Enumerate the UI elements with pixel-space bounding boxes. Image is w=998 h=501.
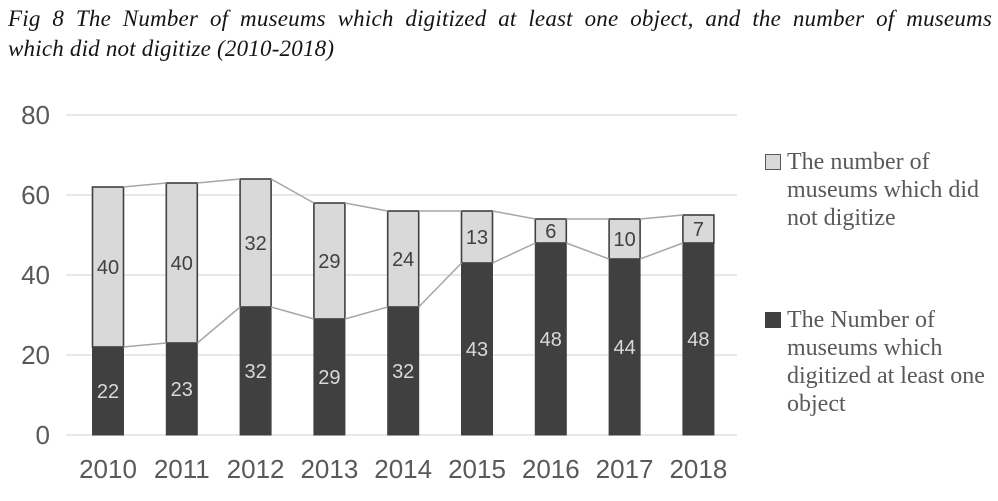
bar-2014-not-digitized	[386, 210, 420, 308]
bar-2014-digitized	[387, 306, 420, 436]
bar-label-digitized-2018: 48	[687, 329, 709, 351]
bar-2015-not-digitized	[460, 210, 494, 264]
bar-label-not-digitized-2014: 24	[392, 249, 414, 271]
x-tick-label-2015: 2015	[448, 454, 506, 484]
bar-2017-digitized	[608, 258, 641, 436]
x-tick-label-2014: 2014	[374, 454, 432, 484]
series-line-total	[640, 214, 683, 220]
x-tick-label-2013: 2013	[300, 454, 358, 484]
series-line-digitized	[418, 262, 463, 308]
series-line-total	[197, 178, 241, 184]
bar-2011-not-digitized	[165, 182, 199, 344]
bar-2013-not-digitized	[313, 202, 346, 320]
series-line-digitized	[344, 306, 388, 320]
bar-label-digitized-2016: 48	[540, 329, 562, 351]
bar-label-not-digitized-2017: 10	[613, 229, 635, 251]
bar-2010-not-digitized	[91, 186, 125, 348]
bar-2018-not-digitized	[682, 214, 715, 244]
bar-2013-digitized	[313, 318, 346, 436]
x-tick-label-2018: 2018	[669, 454, 727, 484]
x-tick-label-2012: 2012	[227, 454, 285, 484]
bar-2012-not-digitized	[239, 178, 272, 308]
bar-label-not-digitized-2010: 40	[97, 257, 119, 279]
series-line-digitized	[566, 242, 610, 260]
series-line-total	[123, 182, 167, 188]
figure-title: Fig 8 The Number of museums which digiti…	[8, 6, 992, 62]
bar-label-digitized-2011: 23	[171, 379, 193, 401]
bar-2015-digitized	[461, 262, 493, 436]
bar-2011-digitized	[165, 342, 198, 436]
bar-2016-not-digitized	[534, 218, 568, 244]
bar-label-digitized-2014: 32	[392, 361, 414, 383]
figure-title-line-1: Fig 8 The Number of museums which digiti…	[8, 6, 992, 31]
y-tick-label-0: 0	[36, 420, 50, 450]
bar-2012-digitized	[239, 306, 272, 436]
bar-label-not-digitized-2016: 6	[545, 221, 556, 243]
series-line-digitized	[492, 242, 536, 264]
bar-2010-digitized	[92, 346, 124, 436]
bar-label-not-digitized-2011: 40	[171, 253, 193, 275]
bar-label-digitized-2012: 32	[244, 361, 266, 383]
series-line-digitized	[196, 306, 241, 344]
series-line-digitized	[123, 342, 167, 348]
y-tick-label-20: 20	[21, 340, 50, 370]
x-tick-label-2017: 2017	[596, 454, 654, 484]
x-tick-label-2011: 2011	[154, 454, 210, 484]
bar-label-not-digitized-2013: 29	[318, 251, 340, 273]
series-line-total	[344, 202, 388, 212]
series-line-digitized	[270, 306, 315, 320]
bar-label-digitized-2015: 43	[466, 339, 488, 361]
x-tick-label-2010: 2010	[79, 454, 137, 484]
figure-title-line-2: which did not digitize (2010-2018)	[8, 36, 335, 61]
bar-label-digitized-2017: 44	[613, 337, 635, 359]
y-tick-label-80: 80	[21, 100, 50, 130]
bar-2018-digitized	[682, 242, 715, 436]
bar-label-digitized-2013: 29	[318, 367, 340, 389]
bar-label-not-digitized-2018: 7	[693, 219, 704, 241]
x-tick-label-2016: 2016	[522, 454, 580, 484]
bar-label-not-digitized-2015: 13	[466, 227, 488, 249]
y-tick-label-40: 40	[21, 260, 50, 290]
bar-2017-not-digitized	[608, 218, 641, 260]
bar-2016-digitized	[534, 242, 567, 436]
series-line-total	[270, 178, 315, 204]
series-line-total	[492, 210, 536, 220]
series-line-digitized	[639, 242, 684, 260]
bar-label-not-digitized-2012: 32	[244, 233, 266, 255]
y-tick-label-60: 60	[21, 180, 50, 210]
bar-label-digitized-2010: 22	[97, 381, 119, 403]
